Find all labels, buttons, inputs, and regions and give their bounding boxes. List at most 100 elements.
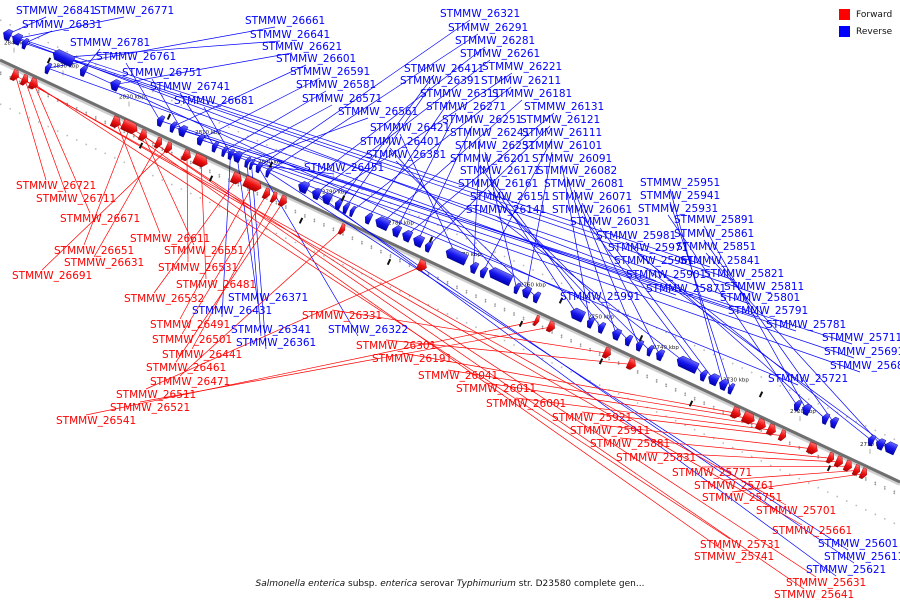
leader-line bbox=[200, 160, 207, 280]
forward-gene-label: STMMW_26001 bbox=[486, 398, 566, 410]
reverse-gene-label: STMMW_26181 bbox=[492, 88, 572, 100]
reverse-gene-label: STMMW_26221 bbox=[482, 61, 562, 73]
reverse-gene-arrow bbox=[513, 282, 522, 295]
small-feature-mark bbox=[428, 236, 434, 243]
leader-line bbox=[15, 75, 787, 506]
reverse-gene-arrow bbox=[402, 230, 414, 243]
forward-gene-arrow bbox=[229, 171, 242, 185]
legend-forward: Forward bbox=[839, 9, 892, 20]
reverse-gene-label: STMMW_26081 bbox=[544, 178, 624, 190]
reverse-gene-arrow bbox=[625, 334, 634, 347]
leader-line bbox=[395, 160, 537, 298]
forward-gene-label: STMMW_26551 bbox=[164, 245, 244, 257]
reverse-gene-label: STMMW_26091 bbox=[532, 153, 612, 165]
reverse-gene-label: STMMW_26131 bbox=[524, 101, 604, 113]
small-feature-mark bbox=[46, 57, 52, 64]
reverse-gene-label: STMMW_26421 bbox=[370, 122, 450, 134]
reverse-gene-label: STMMW_25941 bbox=[640, 190, 720, 202]
reverse-gene-arrow bbox=[44, 62, 53, 75]
forward-gene-arrow bbox=[842, 459, 852, 472]
leader-line bbox=[645, 451, 840, 463]
reverse-gene-label: STMMW_26741 bbox=[150, 81, 230, 93]
reverse-gene-arrow bbox=[598, 322, 607, 334]
reverse-gene-arrow bbox=[255, 161, 264, 174]
small-feature-mark bbox=[166, 113, 172, 120]
leader-line bbox=[406, 112, 555, 236]
reverse-gene-arrow bbox=[445, 247, 469, 266]
leader-line bbox=[41, 147, 170, 271]
leader-line bbox=[62, 57, 755, 294]
forward-gene-label: STMMW_26441 bbox=[162, 349, 242, 361]
leader-line bbox=[82, 70, 591, 304]
reverse-gene-label: STMMW_26681 bbox=[174, 95, 254, 107]
label-leader-lines bbox=[6, 16, 891, 590]
forward-gene-arrow bbox=[858, 467, 867, 480]
forward-gene-arrow bbox=[242, 175, 262, 192]
caption-serovar-word: serovar bbox=[420, 579, 454, 589]
reverse-gene-label: STMMW_25691 bbox=[824, 346, 900, 358]
leader-line bbox=[83, 127, 131, 246]
reverse-gene-arrow bbox=[178, 125, 189, 138]
forward-gene-label: STMMW_25921 bbox=[552, 412, 632, 424]
forward-gene-label: STMMW_26011 bbox=[456, 383, 536, 395]
leader-line bbox=[619, 437, 832, 459]
forward-gene-arrow bbox=[625, 357, 636, 370]
leader-line bbox=[489, 176, 602, 328]
forward-gene-label: STMMW_26532 bbox=[124, 293, 204, 305]
reverse-gene-label: STMMW_26581 bbox=[296, 79, 376, 91]
forward-gene-arrow bbox=[19, 73, 28, 86]
forward-gene-label: STMMW_25731 bbox=[700, 539, 780, 551]
leader-line bbox=[16, 38, 657, 282]
leader-line bbox=[326, 72, 513, 199]
reverse-gene-arrow bbox=[719, 378, 730, 392]
leader-line bbox=[395, 112, 457, 231]
reverse-gene-arrow bbox=[312, 187, 323, 201]
reverse-gene-arrow bbox=[727, 383, 736, 395]
reverse-gene-arrow bbox=[802, 403, 813, 416]
reverse-gene-label: STMMW_25851 bbox=[676, 241, 756, 253]
leader-line bbox=[487, 189, 629, 341]
reverse-gene-label: STMMW_26082 bbox=[537, 165, 617, 177]
reverse-gene-label: STMMW_26251 bbox=[442, 114, 522, 126]
reverse-gene-label: STMMW_26151 bbox=[470, 191, 550, 203]
reverse-gene-arrow bbox=[110, 79, 122, 92]
reverse-gene-arrow bbox=[700, 369, 709, 382]
reverse-gene-label: STMMW_26311 bbox=[420, 88, 500, 100]
reverse-gene-label: STMMW_25841 bbox=[680, 255, 760, 267]
axis-tick: 2780 kbp bbox=[388, 221, 414, 233]
small-feature-mark bbox=[688, 400, 694, 407]
forward-gene-label: STMMW_25831 bbox=[616, 452, 696, 464]
forward-gene-label: STMMW_26531 bbox=[158, 262, 238, 274]
reverse-gene-label: STMMW_26171 bbox=[460, 165, 540, 177]
leader-line bbox=[731, 473, 865, 493]
reverse-gene-label: STMMW_25981 bbox=[596, 230, 676, 242]
reverse-gene-arrow bbox=[488, 267, 514, 287]
reverse-gene-label: STMMW_26571 bbox=[302, 93, 382, 105]
forward-gene-label: STMMW_26611 bbox=[130, 233, 210, 245]
forward-gene-label: STMMW_26541 bbox=[56, 415, 136, 427]
leader-line bbox=[258, 19, 471, 168]
reverse-gene-arrow bbox=[227, 148, 236, 161]
leader-line bbox=[16, 16, 125, 39]
leader-line bbox=[337, 74, 435, 205]
reverse-gene-arrow bbox=[612, 328, 623, 341]
reverse-gene-label: STMMW_26371 bbox=[228, 292, 308, 304]
reverse-gene-arrow bbox=[265, 166, 273, 178]
reverse-gene-label: STMMW_26361 bbox=[236, 337, 316, 349]
forward-gene-label: STMMW_25751 bbox=[702, 492, 782, 504]
leader-line bbox=[427, 125, 551, 247]
leader-line bbox=[482, 138, 553, 273]
leader-line bbox=[246, 117, 369, 163]
leader-line bbox=[525, 151, 553, 292]
leader-line bbox=[315, 59, 491, 194]
forward-gene-label: STMMW_25771 bbox=[672, 467, 752, 479]
leader-line bbox=[125, 62, 161, 121]
forward-gene-label: STMMW_26521 bbox=[110, 402, 190, 414]
small-feature-mark bbox=[638, 334, 644, 342]
leader-line bbox=[236, 104, 333, 157]
gene-features bbox=[3, 29, 899, 480]
reverse-gene-label: STMMW_25901 bbox=[626, 269, 706, 281]
reverse-gene-label: STMMW_26111 bbox=[522, 127, 602, 139]
reverse-gene-label: STMMW_26621 bbox=[262, 41, 342, 53]
